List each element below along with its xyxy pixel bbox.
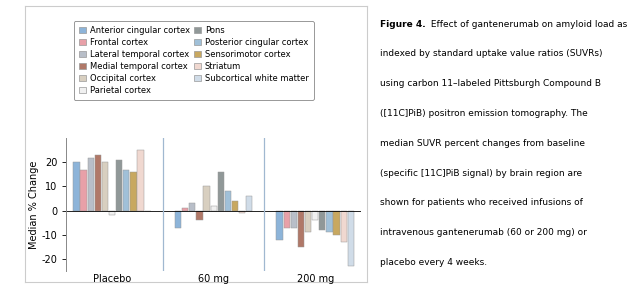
Bar (305, 211, 311, 232)
Bar (102, 162, 108, 211)
Bar (239, 211, 245, 213)
Bar (211, 206, 216, 211)
Text: intravenous gantenerumab (60 or 200 mg) or: intravenous gantenerumab (60 or 200 mg) … (380, 228, 587, 237)
Bar (73, 162, 80, 211)
Bar (284, 211, 290, 228)
Bar (341, 211, 347, 242)
Bar (277, 211, 283, 240)
Bar (218, 172, 224, 211)
Text: indexed by standard uptake value ratios (SUVRs): indexed by standard uptake value ratios … (380, 50, 603, 58)
Bar (232, 201, 238, 211)
Bar (334, 211, 340, 235)
Bar (80, 170, 87, 211)
Bar (312, 211, 318, 220)
Text: shown for patients who received infusions of: shown for patients who received infusion… (380, 198, 582, 207)
Bar (326, 211, 332, 232)
Bar (123, 170, 129, 211)
Bar (225, 191, 231, 211)
Text: Effect of gantenerumab on amyloid load as: Effect of gantenerumab on amyloid load a… (428, 20, 627, 29)
Legend: Anterior cingular cortex, Frontal cortex, Lateral temporal cortex, Medial tempor: Anterior cingular cortex, Frontal cortex… (74, 21, 313, 100)
Bar (203, 187, 210, 211)
Bar (95, 155, 101, 211)
Text: ([11C]PiB) positron emission tomography. The: ([11C]PiB) positron emission tomography.… (380, 109, 587, 118)
Y-axis label: Median % Change: Median % Change (28, 160, 39, 249)
Bar (291, 211, 297, 228)
Bar (246, 196, 253, 211)
Bar (182, 208, 188, 211)
Text: Figure 4.: Figure 4. (380, 20, 425, 29)
Text: placebo every 4 weeks.: placebo every 4 weeks. (380, 258, 487, 267)
Bar (189, 203, 196, 211)
Bar (175, 211, 181, 228)
Bar (348, 211, 354, 266)
Text: (specific [11C]PiB signal) by brain region are: (specific [11C]PiB signal) by brain regi… (380, 169, 582, 178)
Bar (137, 150, 144, 211)
Bar (109, 211, 115, 215)
Bar (116, 160, 122, 211)
Bar (87, 158, 94, 211)
Bar (196, 211, 203, 220)
Bar (130, 172, 137, 211)
Text: median SUVR percent changes from baseline: median SUVR percent changes from baselin… (380, 139, 585, 148)
Text: using carbon 11–labeled Pittsburgh Compound B: using carbon 11–labeled Pittsburgh Compo… (380, 79, 601, 88)
Bar (319, 211, 325, 230)
Bar (298, 211, 304, 247)
